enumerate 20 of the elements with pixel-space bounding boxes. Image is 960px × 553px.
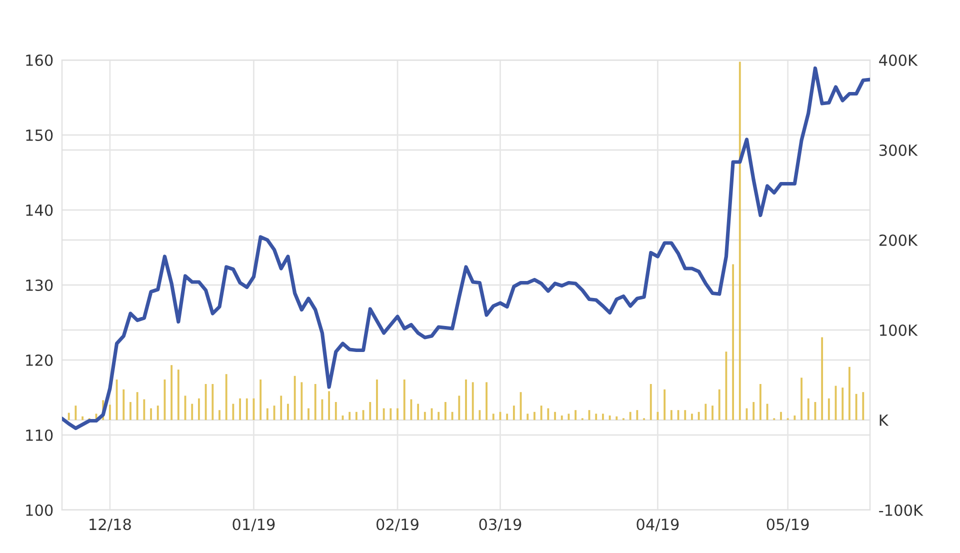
x-tick-label: 01/19: [232, 518, 275, 532]
y-tick-label: 100: [26, 504, 53, 516]
y2-tick-label: 300K: [880, 144, 918, 156]
x-tick-label: 04/19: [636, 518, 679, 532]
y-tick-label: 130: [26, 279, 53, 292]
y2-tick-label: 100K: [880, 324, 918, 336]
y2-tick-label: K: [880, 414, 889, 426]
x-tick-label: 05/19: [766, 518, 809, 532]
y2-tick-label: -100K: [879, 504, 924, 516]
y-tick-label: 110: [26, 429, 53, 442]
x-tick-label: 03/19: [479, 518, 522, 532]
line-series: [62, 66, 870, 430]
y2-tick-label: 400K: [879, 54, 918, 66]
y-tick-label: 160: [26, 54, 53, 66]
x-tick-label: 12/18: [90, 518, 131, 532]
y2-tick-label: 200K: [879, 234, 918, 246]
x-tick-label: 02/19: [376, 518, 418, 532]
y-tick-label: 120: [26, 354, 53, 366]
y-tick-label: 140: [26, 204, 53, 216]
y-tick-label: 150: [26, 129, 53, 142]
